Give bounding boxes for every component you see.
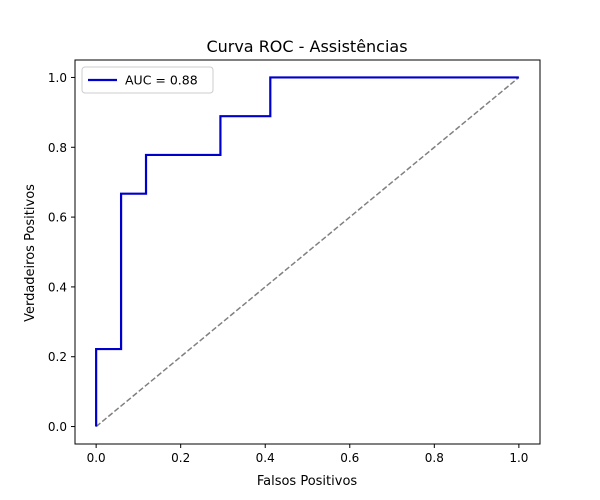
legend-entry-label: AUC = 0.88 [125,73,198,88]
chart-title: Curva ROC - Assistências [206,37,407,56]
x-tick-label: 0.4 [256,451,275,465]
x-tick-label: 0.0 [87,451,106,465]
x-tick-label: 0.8 [425,451,444,465]
chance-diagonal-line [95,76,520,428]
legend-box [81,66,214,94]
axes: 0.0 0.2 0.4 0.6 0.8 1.0 0.0 0.2 0.4 0.6 0.8 1.0 [48,59,541,465]
y-tick-label: 0.8 [48,141,67,155]
x-tick-label: 0.2 [171,451,190,465]
y-axis-label: Verdadeiros Positivos [23,184,38,322]
roc-curve-line [95,76,519,427]
y-tick-label: 1.0 [48,71,67,85]
plot-area [95,76,520,428]
y-tick-label: 0.2 [48,350,67,364]
x-axis-label: Falsos Positivos [257,474,358,489]
y-tick-label: 0.6 [48,211,67,225]
x-tick-label: 0.6 [340,451,359,465]
x-tick-label: 1.0 [509,451,528,465]
plot-frame [74,59,541,445]
y-tick-label: 0.4 [48,280,67,294]
y-tick-label: 0.0 [48,420,67,434]
legend: AUC = 0.88 [81,66,214,94]
